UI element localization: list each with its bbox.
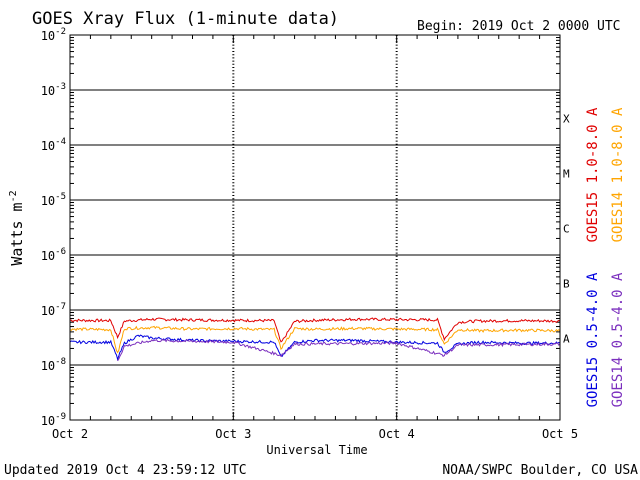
y-axis-label-exponent: -2 xyxy=(8,190,19,202)
plot-frame xyxy=(69,34,561,421)
y-tick-base: 10 xyxy=(41,139,55,153)
x-tick-label: Oct 3 xyxy=(215,427,251,441)
series-line-1 xyxy=(69,317,561,343)
flare-class-m: M xyxy=(563,168,570,181)
tick-marks xyxy=(69,35,561,421)
chart-title: GOES Xray Flux (1-minute data) xyxy=(32,9,339,29)
legend-entry: GOES15 1.0-8.0 A xyxy=(585,107,601,242)
x-tick-label: Oct 4 xyxy=(379,427,415,441)
y-tick-exponent: -2 xyxy=(55,27,66,37)
y-tick-exponent: -3 xyxy=(55,82,66,92)
y-tick-base: 10 xyxy=(41,29,55,43)
x-tick-label: Oct 5 xyxy=(542,427,578,441)
y-tick-base: 10 xyxy=(41,414,55,428)
series-line-4 xyxy=(117,338,561,362)
legend: GOES15 1.0-8.0 A GOES14 1.0-8.0 A GOES15 0… xyxy=(585,107,626,407)
y-tick-exponent: -7 xyxy=(55,302,66,312)
y-axis-label: Watts m-2 xyxy=(8,190,26,265)
y-tick-exponent: -5 xyxy=(55,192,66,202)
x-tick-label: Oct 2 xyxy=(52,427,88,441)
y-tick-base: 10 xyxy=(41,194,55,208)
series-line-3 xyxy=(69,334,561,362)
y-tick-label: 10-2 xyxy=(41,27,66,43)
x-tick-labels: Oct 2 Oct 3 Oct 4 Oct 5 xyxy=(52,427,578,441)
flare-class-a: A xyxy=(563,333,570,346)
begin-time: Begin: 2019 Oct 2 0000 UTC xyxy=(417,19,621,34)
grid-lines xyxy=(70,89,560,366)
updated-time: Updated 2019 Oct 4 23:59:12 UTC xyxy=(4,463,247,478)
y-tick-label: 10-7 xyxy=(41,302,66,318)
y-tick-label: 10-5 xyxy=(41,192,66,208)
y-tick-exponent: -4 xyxy=(55,137,66,147)
series-lines xyxy=(69,317,561,362)
x-axis-label: Universal Time xyxy=(266,443,367,457)
y-tick-exponent: -9 xyxy=(55,412,66,422)
flare-class-labels: X M C B A xyxy=(563,113,570,346)
legend-entry: GOES14 0.5-4.0 A xyxy=(610,272,626,407)
flare-class-b: B xyxy=(563,278,570,291)
y-tick-exponent: -8 xyxy=(55,357,66,367)
flare-class-c: C xyxy=(563,223,570,236)
y-axis-label-text: Watts m xyxy=(8,202,26,265)
y-tick-base: 10 xyxy=(41,84,55,98)
y-tick-label: 10-8 xyxy=(41,357,66,373)
y-tick-label: 10-3 xyxy=(41,82,66,98)
y-tick-base: 10 xyxy=(41,304,55,318)
legend-entry: GOES14 1.0-8.0 A xyxy=(610,107,626,242)
series-line-2 xyxy=(69,325,561,354)
y-tick-label: 10-4 xyxy=(41,137,66,153)
y-tick-labels: 10-210-310-410-510-610-710-810-9 xyxy=(41,27,66,428)
data-source: NOAA/SWPC Boulder, CO USA xyxy=(442,463,638,478)
y-tick-label: 10-9 xyxy=(41,412,66,428)
y-tick-exponent: -6 xyxy=(55,247,66,257)
legend-entry: GOES15 0.5-4.0 A xyxy=(585,272,601,407)
y-tick-label: 10-6 xyxy=(41,247,66,263)
y-tick-base: 10 xyxy=(41,359,55,373)
flare-class-x: X xyxy=(563,113,570,126)
y-tick-base: 10 xyxy=(41,249,55,263)
